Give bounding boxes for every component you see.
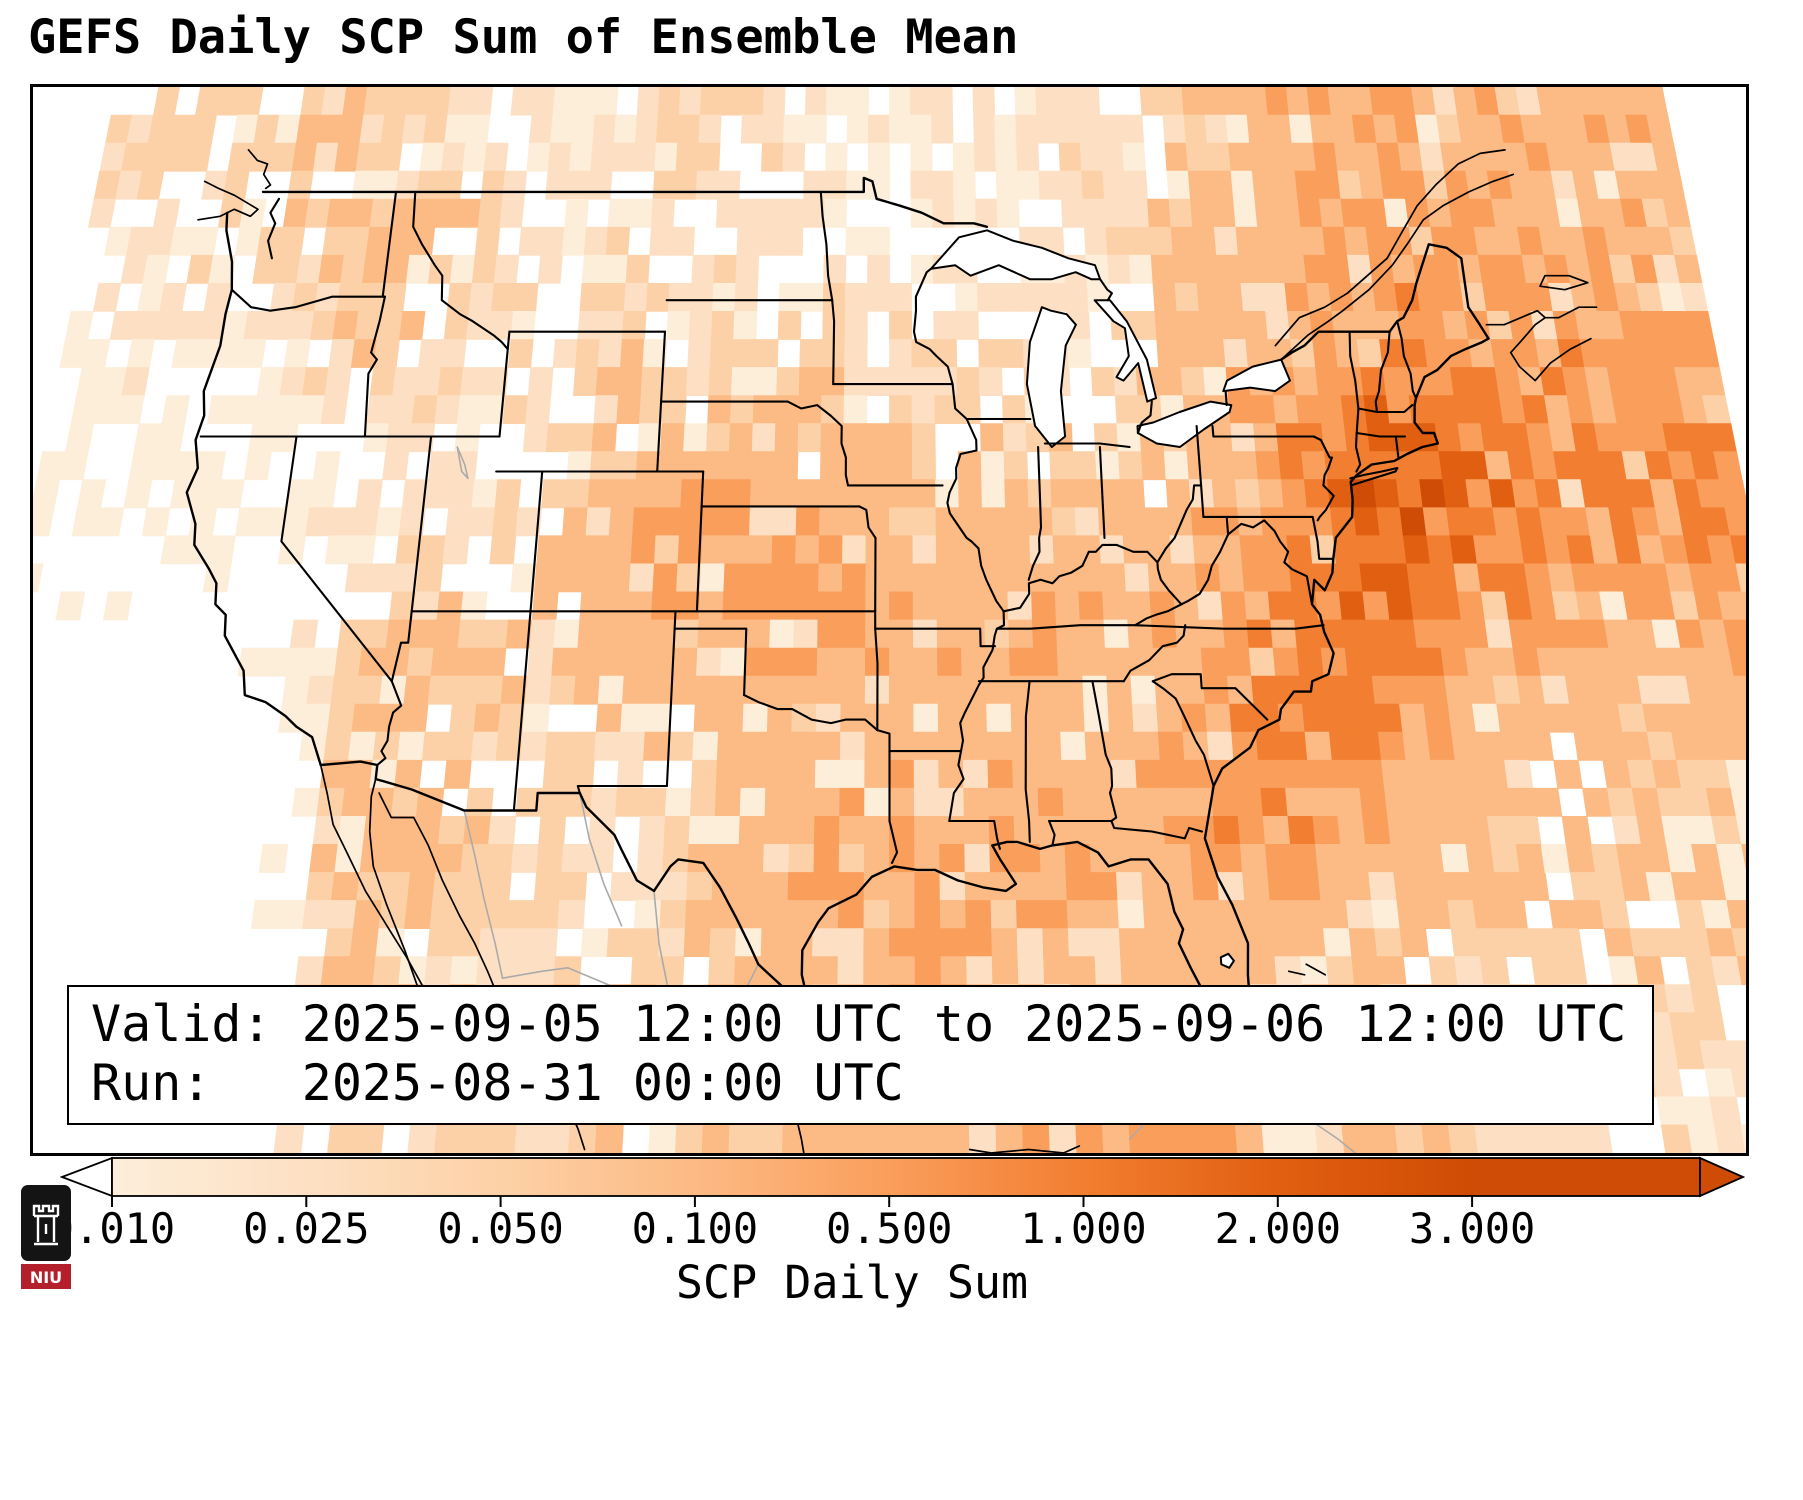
colorbar-tick-label: 3.000 [1408, 1204, 1536, 1253]
colorbar-tick-label: 0.100 [631, 1204, 759, 1253]
logo-text: NIU [30, 1268, 62, 1287]
colorbar [60, 1156, 1745, 1207]
us-state-borders [185, 176, 1490, 1025]
info-box: Valid: 2025-09-05 12:00 UTC to 2025-09-0… [67, 985, 1655, 1125]
valid-time-text: Valid: 2025-09-05 12:00 UTC to 2025-09-0… [91, 995, 1627, 1053]
colorbar-tick-label: 0.050 [437, 1204, 564, 1253]
colorbar-axis-label: SCP Daily Sum [675, 1256, 1029, 1309]
niu-logo: NIU [21, 1185, 71, 1289]
map-frame: Valid: 2025-09-05 12:00 UTC to 2025-09-0… [30, 84, 1749, 1156]
colorbar-tick-label: 2.000 [1214, 1204, 1342, 1253]
logo-shield [21, 1185, 71, 1261]
great-lakes [930, 229, 1291, 969]
colorbar-over-arrow [1699, 1156, 1745, 1198]
castle-icon [32, 1204, 60, 1246]
run-time-text: Run: 2025-08-31 00:00 UTC [91, 1054, 904, 1112]
logo-banner [21, 1264, 71, 1289]
colorbar-tick-marks [111, 1196, 1474, 1207]
colorbar-gradient-bar [111, 1157, 1701, 1197]
colorbar-tick-label: 0.025 [243, 1204, 370, 1253]
colorbar-tick-label: 0.500 [825, 1204, 953, 1253]
page-title: GEFS Daily SCP Sum of Ensemble Mean [28, 10, 1019, 65]
colorbar-tick-labels: 0.010 0.025 0.050 0.100 0.500 1.000 2.000 3.000 [49, 1204, 1745, 1256]
colorbar-tick-label: 1.000 [1020, 1204, 1147, 1253]
